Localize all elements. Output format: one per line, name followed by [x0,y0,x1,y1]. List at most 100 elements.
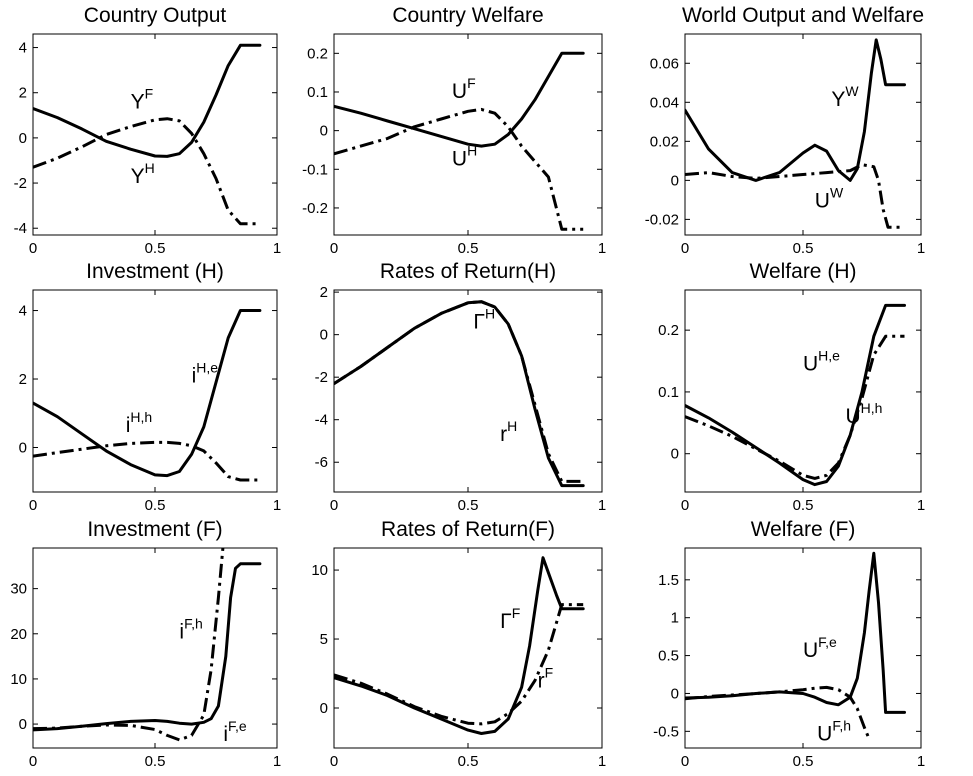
chart-5-y-tick-label: -6 [315,454,328,471]
chart-6-x-tick-label: 0 [681,497,689,514]
chart-4-y-tick-label: 4 [19,303,27,320]
chart-9-curve-label-sup: F,h [832,717,851,733]
chart-5-y-tick-label: -4 [315,412,328,429]
chart-5-curve-label-base: Γ [473,310,485,333]
chart-8-x-tick-label: 0 [330,753,338,770]
chart-9-y-tick-label: 1.5 [658,572,679,589]
chart-5-y-tick-label: -2 [315,369,328,386]
chart-2-y-tick-label: 0 [320,123,328,140]
chart-7-x-tick-label: 0.5 [145,753,166,770]
chart-9-y-tick-label: 1 [671,610,679,627]
chart-2-y-tick-label: -0.2 [302,200,328,217]
chart-1-curve-label-base: Y [131,165,145,188]
chart-7-x-tick-label: 1 [273,753,281,770]
chart-7-curve-label-base: i [223,723,228,746]
chart-6-y-tick-label: 0.1 [658,384,679,401]
chart-4-curve-label-base: i [126,414,131,437]
chart-6-title: Welfare (H) [750,260,857,283]
chart-8-curve-label-sup: F [512,605,521,621]
chart-3-curve-label: UW [815,185,844,213]
chart-9-curve-label-base: U [817,722,832,745]
chart-3-curve-label-sup: W [845,83,859,99]
chart-6: Welfare (H)0 0.5 100.10.2UH,eUH,h [658,260,925,514]
chart-2-series-solid-line [334,51,585,148]
chart-9-curve-label: UF,e [803,634,837,662]
chart-7-x-tick-label: 0 [29,753,37,770]
chart-8-curve-label: ΓF [500,605,520,633]
chart-2-series-dashdot-line [334,107,584,231]
chart-2-curve-label-sup: F [467,75,476,91]
chart-8-axes-frame [333,547,603,749]
chart-5-curve-label: ΓH [473,305,495,333]
chart-3-curve-label-base: Y [831,88,845,111]
chart-4-curve-label: iH,h [126,409,152,437]
chart-9-curve-label-base: U [803,639,818,662]
chart-7-curve-label: iF,h [179,615,202,643]
chart-7-curve-label-sup: F,e [228,718,247,734]
chart-5-curve-label: rH [500,418,517,446]
chart-6-series-solid-line [685,303,906,487]
chart-1-curve-label-sup: H [145,160,155,176]
chart-2-y-tick-label: -0.1 [302,161,328,178]
chart-6-curve-label-sup: H,e [818,347,840,363]
chart-4-x-tick-label: 1 [273,497,281,514]
chart-6-curve-label-base: U [845,405,860,428]
chart-3-x-tick-label: 1 [917,240,925,257]
chart-7-y-tick-label: 30 [10,581,27,598]
chart-1-curve-label-sup: F [145,86,154,102]
chart-9-curve-label-sup: F,e [818,634,837,650]
chart-7-y-tick-label: 10 [10,671,27,688]
chart-1-curve-label: YH [131,160,155,188]
chart-3-x-tick-label: 0.5 [793,240,814,257]
chart-4-curve-label-base: i [192,364,197,387]
chart-8-curve-label-base: r [538,669,545,692]
chart-1-x-tick-label: 0.5 [145,240,166,257]
chart-1-y-tick-label: 0 [19,130,27,147]
chart-3-curve-label-base: U [815,190,830,213]
chart-8-curve-label-base: Γ [500,610,512,633]
chart-3-curve-label-sup: W [830,185,844,201]
chart-8-x-tick-label: 1 [598,753,606,770]
chart-1-y-tick-label: 2 [19,85,27,102]
chart-5-x-tick-label: 0.5 [458,497,479,514]
chart-9-x-tick-label: 0 [681,753,689,770]
chart-6-curve-label: UH,e [803,347,840,375]
chart-5-x-tick-label: 1 [598,497,606,514]
chart-8-y-tick-label: 10 [311,562,328,579]
chart-1-x-tick-label: 1 [273,240,281,257]
chart-7-y-tick-label: 0 [19,716,27,733]
chart-3-curve-label: YW [831,83,859,111]
chart-7-curve-label: iF,e [223,718,247,746]
chart-9-y-tick-label: 0.5 [658,648,679,665]
chart-4-curve-label: iH,e [192,359,219,387]
chart-6-x-tick-label: 0.5 [793,497,814,514]
chart-3-y-tick-label: 0.02 [650,133,679,150]
chart-9-y-tick-label: 0 [671,685,679,702]
chart-6-y-tick-label: 0 [671,446,679,463]
chart-3-axes-frame [684,33,922,236]
chart-8-curve-label-sup: F [545,664,554,680]
chart-5-y-tick-label: 0 [320,327,328,344]
chart-4-curve-label-sup: H,e [196,359,218,375]
chart-3-y-tick-label: -0.02 [645,211,679,228]
chart-8-curve-label: rF [538,664,554,692]
chart-3-series-dashdot-line [685,163,905,229]
chart-8-series-dashdot-line [334,603,584,726]
chart-1-axes-frame [32,33,278,236]
chart-3-x-tick-label: 0 [681,240,689,257]
chart-6-curve-label: UH,h [845,400,882,428]
chart-2-curve-label: UF [452,75,476,103]
chart-6-curve-label-sup: H,h [861,400,883,416]
chart-1-title: Country Output [84,4,227,27]
chart-7-series-dashdot-line [33,548,225,742]
chart-5-curve-label-sup: H [485,305,495,321]
chart-4-y-tick-label: 0 [19,439,27,456]
chart-4-curve-label-sup: H,h [130,409,152,425]
chart-2-curve-label-base: U [452,147,467,170]
chart-2-y-tick-label: 0.1 [307,84,328,101]
chart-5-y-tick-label: 2 [320,284,328,301]
